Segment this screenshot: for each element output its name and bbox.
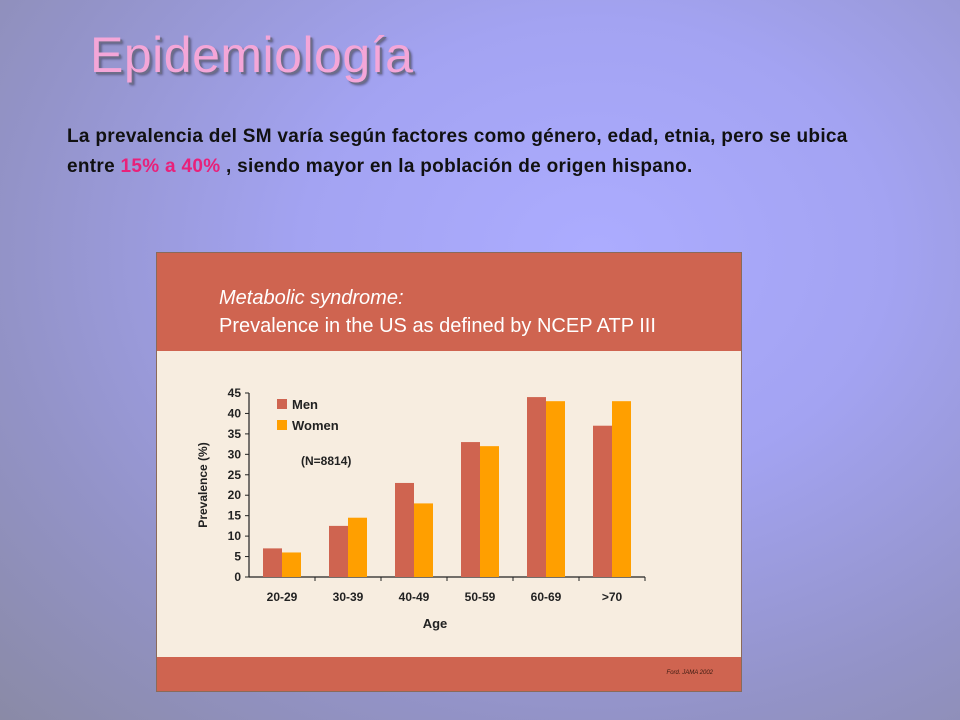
- intro-text: La prevalencia del SM varía según factor…: [67, 122, 867, 182]
- y-tick-label: 30: [228, 447, 242, 461]
- chart-image: Metabolic syndrome: Prevalence in the US…: [156, 252, 742, 692]
- bar-men: [395, 482, 414, 577]
- x-tick-label: 40-49: [399, 590, 430, 604]
- bar-men: [461, 442, 480, 577]
- chart-title: Metabolic syndrome:: [219, 287, 404, 309]
- bar-men: [329, 525, 348, 577]
- slide-title: Epidemiología: [90, 27, 414, 83]
- x-tick-label: 30-39: [333, 590, 364, 604]
- x-axis-label: Age: [423, 616, 448, 631]
- chart-footer: Ford. JAMA 2002: [157, 657, 741, 691]
- legend-swatch-men: [277, 399, 287, 409]
- sample-size-annotation: (N=8814): [301, 454, 351, 468]
- chart-header: Metabolic syndrome: Prevalence in the US…: [157, 253, 741, 351]
- bar-women: [414, 503, 433, 577]
- y-tick-label: 0: [234, 570, 241, 584]
- bar-women: [546, 401, 565, 577]
- intro-highlight: 15% a 40%: [120, 156, 221, 177]
- y-tick-label: 5: [234, 550, 241, 564]
- x-tick-label: 60-69: [531, 590, 562, 604]
- bar-women: [348, 517, 367, 577]
- legend-swatch-women: [277, 420, 287, 430]
- bar-men: [527, 397, 546, 577]
- chart-subtitle: Prevalence in the US as defined by NCEP …: [219, 315, 656, 337]
- y-tick-label: 20: [228, 488, 242, 502]
- y-axis-label: Prevalence (%): [196, 442, 210, 527]
- y-tick-label: 45: [228, 386, 242, 400]
- bar-women: [480, 446, 499, 577]
- x-tick-label: 20-29: [267, 590, 298, 604]
- y-tick-label: 15: [228, 509, 242, 523]
- bar-chart: 0 5 10 15 20 25 30 35 40 45 20-29 30-39 40-49 50-59 60…: [196, 386, 646, 631]
- x-tick-label: >70: [602, 590, 623, 604]
- intro-text-part2: , siendo mayor en la población de origen…: [220, 156, 693, 177]
- intro-text-part1: La prevalencia del SM varía según factor…: [67, 126, 848, 177]
- y-tick-label: 40: [228, 406, 242, 420]
- y-tick-label: 35: [228, 427, 242, 441]
- bar-women: [282, 552, 301, 577]
- legend-label-men: Men: [292, 397, 318, 412]
- bar-men: [263, 548, 282, 577]
- bar-women: [612, 401, 631, 577]
- x-tick-label: 50-59: [465, 590, 496, 604]
- legend-label-women: Women: [292, 418, 339, 433]
- y-tick-label: 10: [228, 529, 242, 543]
- y-tick-label: 25: [228, 468, 242, 482]
- chart-source: Ford. JAMA 2002: [666, 670, 713, 676]
- bar-men: [593, 425, 612, 577]
